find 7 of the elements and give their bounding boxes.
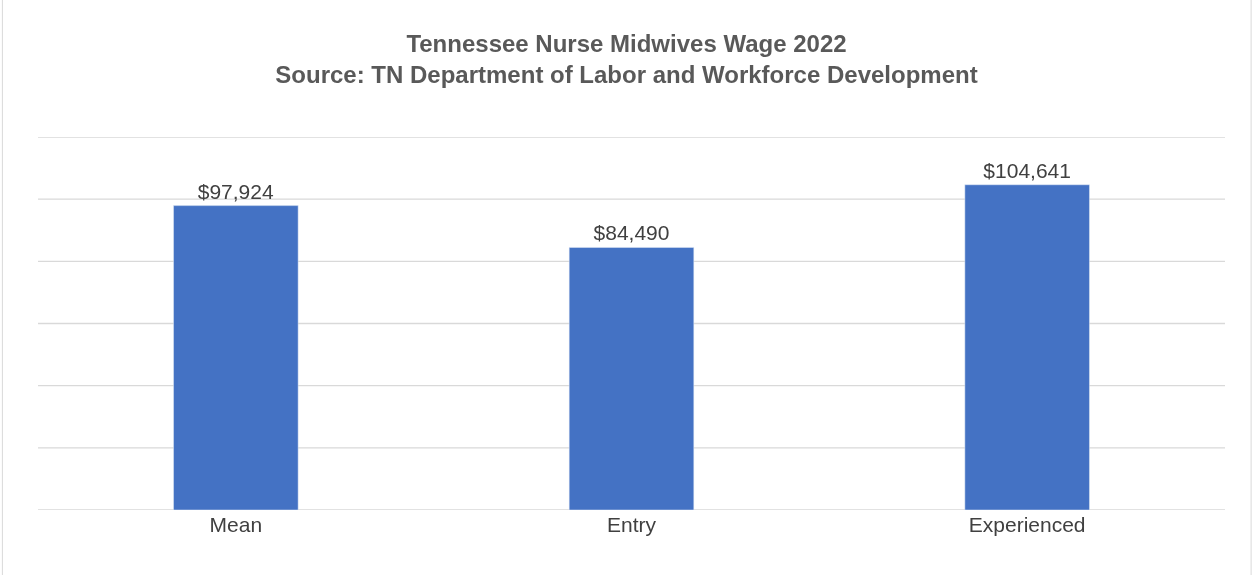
- x-tick-label: Mean: [209, 513, 263, 536]
- data-label: $97,924: [197, 179, 274, 203]
- chart-title: Tennessee Nurse Midwives Wage 2022 Source: TN Department of Labor and Workforce Development: [275, 29, 978, 88]
- x-tick-label: Experienced: [968, 513, 1086, 536]
- data-label: $104,641: [983, 158, 1071, 182]
- data-label: $84,490: [593, 221, 670, 245]
- x-tick-label: Entry: [606, 513, 657, 536]
